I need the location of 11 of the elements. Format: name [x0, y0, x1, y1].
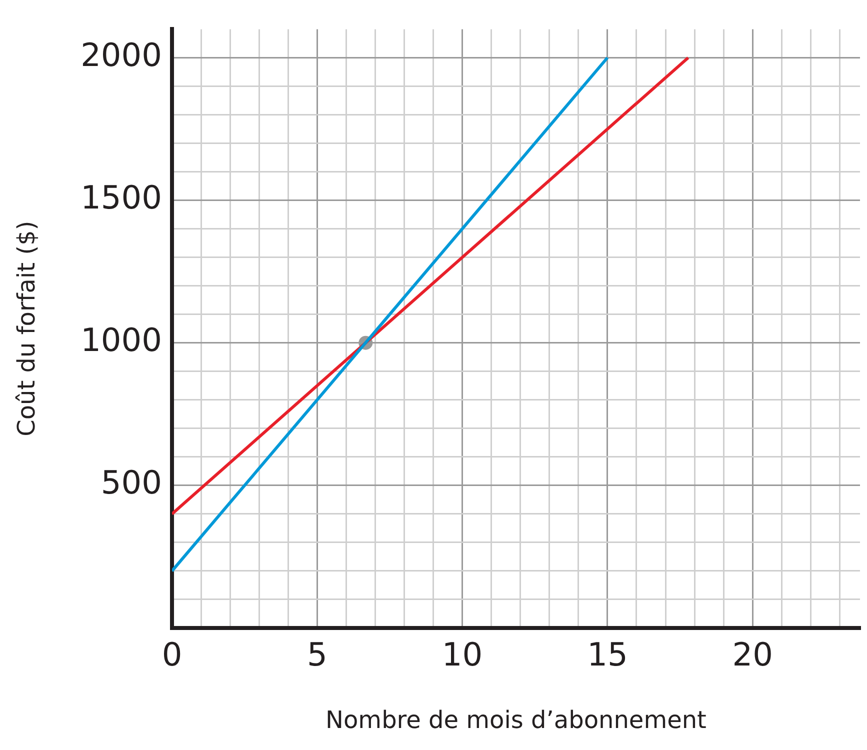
x-tick-label: 10: [442, 636, 483, 674]
y-axis-title: Coût du forfait ($): [12, 220, 41, 436]
y-tick-label: 1000: [80, 321, 162, 360]
x-axis-title: Nombre de mois d’abonnement: [326, 706, 706, 734]
x-tick-label: 15: [587, 636, 628, 674]
x-tick-label: 5: [306, 636, 328, 674]
x-tick-label: 0: [162, 636, 182, 674]
x-tick-label: 20: [732, 636, 773, 674]
y-tick-label: 1500: [80, 178, 162, 217]
y-tick-label: 2000: [80, 36, 162, 74]
y-tick-label: 500: [100, 464, 162, 502]
